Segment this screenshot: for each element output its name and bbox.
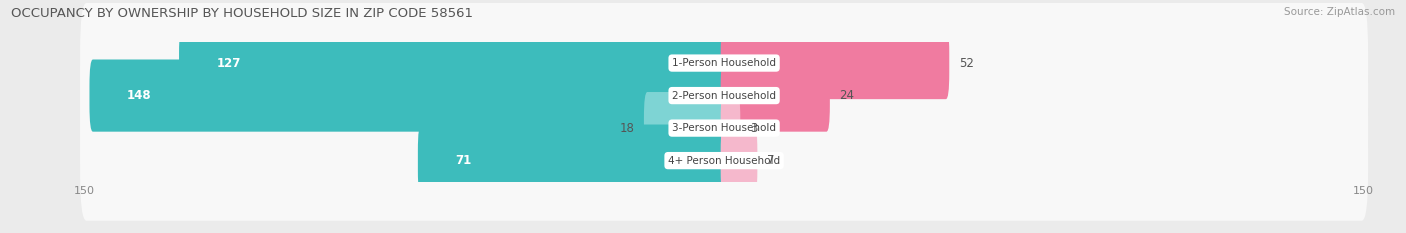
FancyBboxPatch shape bbox=[644, 92, 727, 164]
FancyBboxPatch shape bbox=[721, 59, 830, 132]
Text: Source: ZipAtlas.com: Source: ZipAtlas.com bbox=[1284, 7, 1395, 17]
FancyBboxPatch shape bbox=[90, 59, 727, 132]
Text: 1-Person Household: 1-Person Household bbox=[672, 58, 776, 68]
FancyBboxPatch shape bbox=[80, 3, 1368, 123]
Text: 18: 18 bbox=[620, 122, 634, 135]
Text: 127: 127 bbox=[217, 57, 240, 70]
FancyBboxPatch shape bbox=[80, 68, 1368, 188]
FancyBboxPatch shape bbox=[721, 27, 949, 99]
Text: 52: 52 bbox=[959, 57, 973, 70]
Text: 3-Person Household: 3-Person Household bbox=[672, 123, 776, 133]
FancyBboxPatch shape bbox=[721, 92, 741, 164]
FancyBboxPatch shape bbox=[80, 35, 1368, 156]
FancyBboxPatch shape bbox=[721, 124, 758, 197]
FancyBboxPatch shape bbox=[179, 27, 727, 99]
Text: 148: 148 bbox=[127, 89, 152, 102]
Text: OCCUPANCY BY OWNERSHIP BY HOUSEHOLD SIZE IN ZIP CODE 58561: OCCUPANCY BY OWNERSHIP BY HOUSEHOLD SIZE… bbox=[11, 7, 474, 20]
Text: 7: 7 bbox=[766, 154, 775, 167]
FancyBboxPatch shape bbox=[418, 124, 727, 197]
Text: 71: 71 bbox=[456, 154, 471, 167]
Text: 3: 3 bbox=[749, 122, 756, 135]
Text: 4+ Person Household: 4+ Person Household bbox=[668, 156, 780, 166]
Text: 2-Person Household: 2-Person Household bbox=[672, 91, 776, 101]
Text: 24: 24 bbox=[839, 89, 855, 102]
FancyBboxPatch shape bbox=[80, 100, 1368, 221]
